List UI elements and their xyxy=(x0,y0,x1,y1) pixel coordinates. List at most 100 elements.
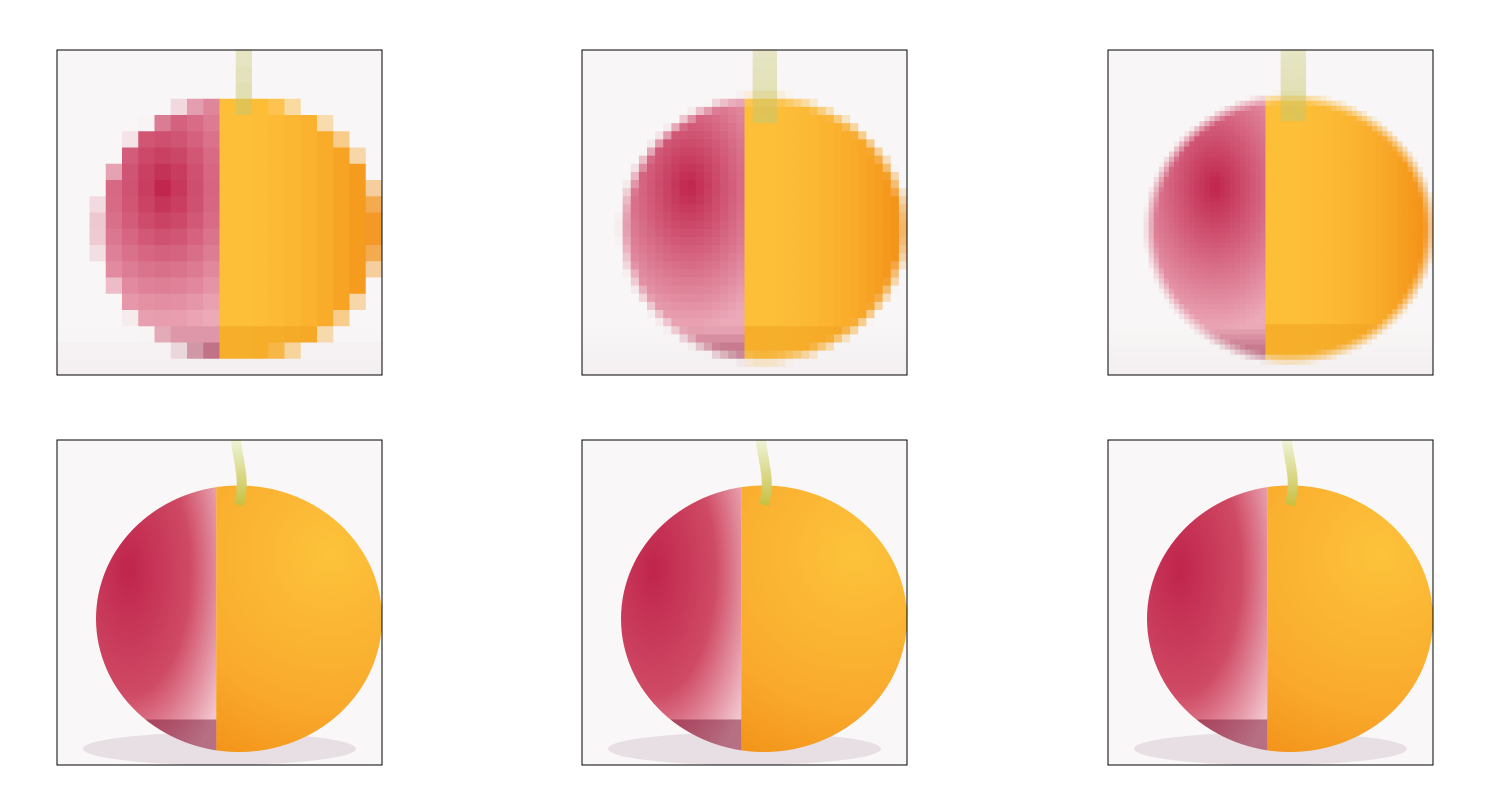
pixel xyxy=(1229,258,1236,264)
pixel xyxy=(858,139,867,148)
pixel xyxy=(1336,126,1342,132)
pixel xyxy=(203,196,220,213)
pixel xyxy=(1158,121,1165,127)
pixel xyxy=(1184,263,1190,269)
pixel xyxy=(1295,100,1302,107)
pixel xyxy=(1331,105,1337,112)
pixel xyxy=(1123,55,1129,61)
pixel xyxy=(1346,126,1353,132)
pixel xyxy=(720,123,729,132)
pixel xyxy=(1143,131,1150,137)
pixel xyxy=(1158,171,1165,178)
pixel xyxy=(1270,217,1276,224)
pixel xyxy=(1321,50,1327,56)
pixel xyxy=(349,82,367,100)
pixel xyxy=(333,98,350,116)
pixel xyxy=(1265,273,1271,279)
pixel xyxy=(1255,227,1261,234)
pixel xyxy=(1382,207,1388,213)
pixel xyxy=(1346,80,1353,86)
pixel xyxy=(1356,192,1363,198)
pixel xyxy=(622,269,632,278)
pixel xyxy=(1163,192,1170,198)
pixel xyxy=(882,188,892,197)
pixel xyxy=(89,82,107,100)
pixel xyxy=(1184,146,1190,152)
pixel xyxy=(1245,248,1251,254)
pixel xyxy=(1148,85,1155,92)
pixel xyxy=(630,220,640,230)
pixel xyxy=(898,350,908,360)
pixel xyxy=(793,366,802,376)
pixel xyxy=(744,50,754,59)
pixel xyxy=(1412,197,1419,203)
pixel xyxy=(598,301,607,311)
pixel xyxy=(1148,65,1155,71)
pixel xyxy=(1326,121,1332,127)
pixel xyxy=(1412,227,1419,234)
pixel xyxy=(728,293,737,303)
pixel xyxy=(614,147,624,157)
pixel xyxy=(1199,70,1205,76)
pixel xyxy=(1189,202,1195,208)
pixel xyxy=(760,98,770,108)
pixel xyxy=(1402,217,1409,224)
pixel xyxy=(630,212,640,222)
pixel xyxy=(768,155,778,165)
pixel xyxy=(1108,131,1114,137)
pixel xyxy=(687,253,697,262)
pixel xyxy=(777,342,786,352)
pixel xyxy=(1133,202,1139,208)
pixel xyxy=(777,220,786,230)
pixel xyxy=(1194,248,1200,254)
pixel xyxy=(712,253,721,262)
pixel xyxy=(1224,248,1231,254)
pixel xyxy=(785,261,794,270)
pixel xyxy=(590,220,599,230)
pixel xyxy=(1372,105,1378,112)
pixel xyxy=(728,236,737,246)
pixel xyxy=(154,82,172,100)
pixel xyxy=(1204,166,1210,173)
pixel xyxy=(1108,268,1114,274)
pixel xyxy=(1245,253,1251,259)
pixel xyxy=(1158,105,1165,112)
pixel xyxy=(252,277,269,295)
pixel xyxy=(793,277,802,287)
pixel xyxy=(590,106,599,116)
pixel xyxy=(1417,176,1424,183)
pixel xyxy=(1321,141,1327,147)
pixel xyxy=(866,155,875,165)
pixel xyxy=(1250,166,1256,173)
pixel xyxy=(1250,268,1256,274)
pixel xyxy=(1295,105,1302,112)
pixel xyxy=(1260,55,1266,61)
pixel xyxy=(882,253,892,262)
pixel xyxy=(1275,151,1282,158)
pixel xyxy=(1179,75,1185,81)
pixel xyxy=(1158,131,1165,137)
pixel xyxy=(1255,182,1261,188)
pixel xyxy=(1341,65,1348,71)
pixel xyxy=(1113,187,1119,193)
pixel xyxy=(1153,192,1160,198)
pixel xyxy=(317,66,334,83)
pixel xyxy=(1250,80,1256,86)
pixel xyxy=(606,163,615,173)
pixel xyxy=(187,66,204,83)
pixel xyxy=(1123,192,1129,198)
pixel xyxy=(1300,222,1307,229)
pixel xyxy=(1138,258,1144,264)
pixel xyxy=(1402,278,1409,284)
pixel xyxy=(1280,126,1287,132)
pixel xyxy=(768,228,778,238)
pixel xyxy=(1158,70,1165,76)
pixel xyxy=(1138,222,1144,229)
pixel xyxy=(898,82,908,92)
pixel xyxy=(1143,187,1150,193)
pixel xyxy=(1341,131,1348,137)
pixel xyxy=(1174,212,1180,218)
pixel xyxy=(809,98,819,108)
pixel xyxy=(817,106,827,116)
pixel xyxy=(1356,55,1363,61)
